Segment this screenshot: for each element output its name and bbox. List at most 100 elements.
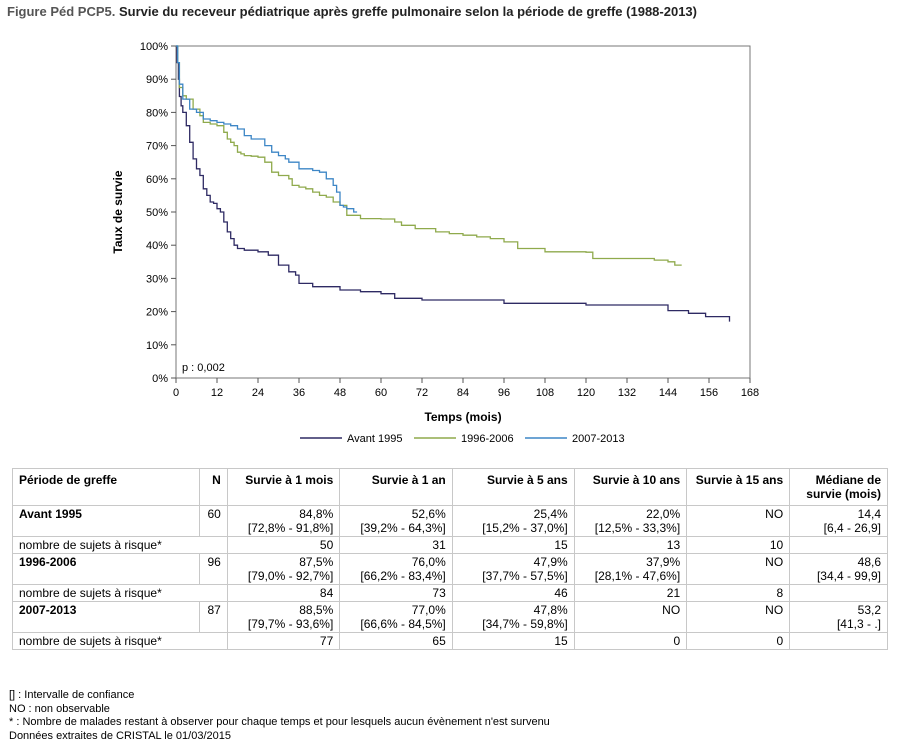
x-tick-label: 132	[618, 387, 636, 399]
survival-value: 52,6%	[411, 507, 446, 521]
survival-value: 76,0%	[411, 555, 446, 569]
risk-label: nombre de sujets à risque*	[12, 632, 228, 650]
period-cell: 1996-2006	[11, 553, 201, 585]
risk-cell: 50	[226, 536, 341, 554]
series-line-2007-2013	[176, 45, 358, 213]
header-n: N	[199, 468, 228, 506]
median-value: 53,2	[857, 603, 881, 617]
x-tick-label: 168	[741, 387, 759, 399]
table-row-group: Avant 1995 60 84,8% [72,8% - 91,8%] 52,6%…	[11, 505, 888, 537]
survival-value: 37,9%	[646, 555, 681, 569]
survival-cell: 77,0% [66,6% - 84,5%]	[339, 601, 453, 633]
risk-cell: 10	[686, 536, 791, 554]
confidence-interval: [79,7% - 93,6%]	[247, 617, 334, 631]
y-axis-label: Taux de survie	[111, 170, 125, 253]
survival-value: 25,4%	[533, 507, 568, 521]
footnote: [] : Intervalle de confiance	[9, 689, 135, 701]
risk-cell: 46	[451, 584, 575, 602]
y-tick-label: 70%	[146, 141, 168, 153]
legend-label: 1996-2006	[461, 433, 514, 445]
x-tick-label: 144	[659, 387, 677, 399]
median-value: 14,4	[857, 507, 881, 521]
x-tick-label: 96	[498, 387, 510, 399]
risk-cell: 84	[226, 584, 341, 602]
risk-label: nombre de sujets à risque*	[12, 584, 228, 602]
risk-cell: 0	[573, 632, 688, 650]
survival-cell: 37,9% [28,1% - 47,6%]	[573, 553, 688, 585]
x-tick-label: 12	[211, 387, 223, 399]
y-tick-label: 40%	[146, 240, 168, 252]
risk-cell-empty	[789, 536, 888, 554]
y-tick-label: 60%	[146, 174, 168, 186]
survival-value: 77,0%	[411, 603, 446, 617]
risk-cell-empty	[789, 632, 888, 650]
table-row-risk: nombre de sujets à risque* 84 73 46 21 8	[12, 584, 888, 602]
survival-value: 47,9%	[533, 555, 568, 569]
risk-cell: 0	[686, 632, 791, 650]
y-tick-label: 30%	[146, 273, 168, 285]
figure-title-text: Survie du receveur pédiatrique après gre…	[119, 4, 697, 19]
x-tick-label: 24	[252, 387, 264, 399]
confidence-interval: [72,8% - 91,8%]	[247, 521, 334, 535]
risk-cell: 13	[573, 536, 688, 554]
table-row-risk: nombre de sujets à risque* 77 65 15 0 0	[12, 632, 888, 650]
risk-cell: 21	[573, 584, 688, 602]
n-cell: 96	[199, 553, 228, 585]
confidence-interval: [12,5% - 33,3%]	[594, 521, 681, 535]
x-tick-label: 48	[334, 387, 346, 399]
x-axis-label: Temps (mois)	[424, 410, 501, 424]
survival-value: 47,8%	[533, 603, 568, 617]
period-cell: Avant 1995	[11, 505, 201, 537]
header-survival-5-years: Survie à 5 ans	[451, 468, 575, 506]
x-tick-label: 72	[416, 387, 428, 399]
median-cell: 14,4 [6,4 - 26,9]	[789, 505, 888, 537]
y-tick-label: 100%	[140, 41, 168, 53]
x-tick-label: 156	[700, 387, 718, 399]
survival-cell: 22,0% [12,5% - 33,3%]	[573, 505, 688, 537]
period-cell: 2007-2013	[11, 601, 201, 633]
y-tick-label: 10%	[146, 340, 168, 352]
risk-cell: 31	[339, 536, 453, 554]
survival-chart: 0% 10% 20% 30% 40% 50% 60% 70% 80% 90% 100% 0 12 24 36…	[111, 41, 759, 445]
survival-value: NO	[765, 555, 784, 569]
y-tick-label: 90%	[146, 74, 168, 86]
survival-value: 88,5%	[299, 603, 334, 617]
survival-cell: 84,8% [72,8% - 91,8%]	[226, 505, 341, 537]
risk-cell: 65	[339, 632, 453, 650]
confidence-interval: [66,2% - 83,4%]	[360, 569, 446, 583]
survival-value: 22,0%	[646, 507, 681, 521]
confidence-interval: [34,4 - 99,9]	[816, 569, 881, 583]
table-row-risk: nombre de sujets à risque* 50 31 15 13 1…	[12, 536, 888, 554]
p-value-annotation: p : 0,002	[182, 362, 225, 374]
survival-value: 87,5%	[299, 555, 334, 569]
confidence-interval: [6,4 - 26,9]	[823, 521, 881, 535]
n-cell: 60	[199, 505, 228, 537]
y-tick-label: 0%	[152, 373, 168, 385]
survival-table: Période de greffe N Survie à 1 mois Surv…	[11, 468, 888, 650]
header-median-survival: Médiane de survie (mois)	[789, 468, 888, 506]
series-line-avant-1995	[176, 45, 731, 322]
survival-cell: 52,6% [39,2% - 64,3%]	[339, 505, 453, 537]
confidence-interval: [79,0% - 92,7%]	[247, 569, 334, 583]
header-survival-15-years: Survie à 15 ans	[686, 468, 791, 506]
confidence-interval: [66,6% - 84,5%]	[360, 617, 446, 631]
risk-cell-empty	[789, 584, 888, 602]
x-tick-label: 108	[536, 387, 554, 399]
survival-cell: NO	[686, 553, 791, 585]
n-cell: 87	[199, 601, 228, 633]
risk-label: nombre de sujets à risque*	[12, 536, 228, 554]
risk-cell: 77	[226, 632, 341, 650]
median-cell: 48,6 [34,4 - 99,9]	[789, 553, 888, 585]
survival-cell: 87,5% [79,0% - 92,7%]	[226, 553, 341, 585]
risk-cell: 73	[339, 584, 453, 602]
confidence-interval: [28,1% - 47,6%]	[594, 569, 681, 583]
footnote: * : Nombre de malades restant à observer…	[9, 716, 550, 728]
survival-value: NO	[765, 603, 784, 617]
figure-title: Figure Péd PCP5. Survie du receveur pédi…	[7, 4, 697, 19]
legend-label: 2007-2013	[572, 433, 625, 445]
figure-prefix: Figure Péd PCP5.	[7, 4, 116, 19]
x-tick-label: 120	[577, 387, 595, 399]
table-row-group: 1996-2006 96 87,5% [79,0% - 92,7%] 76,0%[…	[11, 553, 888, 585]
header-survival-1-month: Survie à 1 mois	[226, 468, 341, 506]
confidence-interval: [41,3 - .]	[836, 617, 881, 631]
